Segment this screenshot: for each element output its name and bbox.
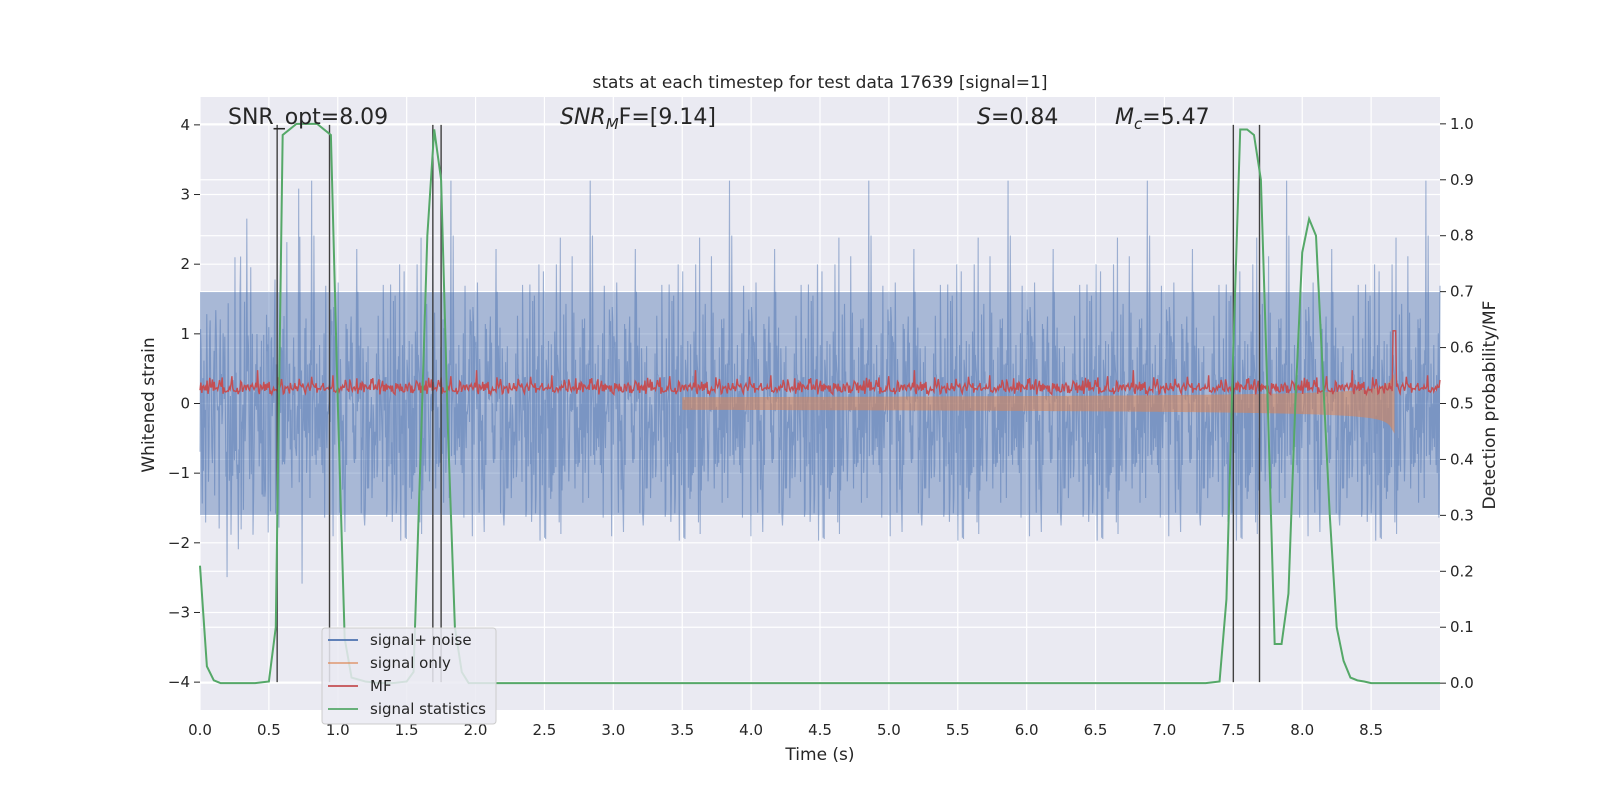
legend-label-signal-statistics: signal statistics [370, 700, 486, 718]
x-tick-label: 0.0 [188, 721, 212, 739]
y2-tick-label: 0.8 [1450, 227, 1474, 245]
x-tick-label: 3.5 [670, 721, 694, 739]
x-tick-label: 4.0 [739, 721, 763, 739]
legend-label-signal-noise: signal+ noise [370, 631, 472, 649]
annotation-s-symbol: S [977, 105, 991, 130]
x-tick-label: 5.0 [877, 721, 901, 739]
y-tick-label: 3 [180, 186, 190, 204]
x-tick-label: 6.5 [1084, 721, 1108, 739]
x-tick-label: 7.0 [1153, 721, 1177, 739]
legend: signal+ noise signal only MF signal stat… [321, 627, 497, 725]
y-tick-label: −4 [168, 673, 190, 691]
y-tick-label: 4 [180, 116, 190, 134]
x-tick-label: 2.5 [533, 721, 557, 739]
series-signal-statistics [199, 122, 1440, 685]
y-tick-label: −1 [168, 464, 190, 482]
x-tick-label: 4.5 [808, 721, 832, 739]
x-tick-label: 8.5 [1359, 721, 1383, 739]
annotation-snr-opt: SNR_opt=8.09 [228, 105, 388, 130]
y2-tick-label: 0.4 [1450, 450, 1474, 468]
x-axis-label: Time (s) [784, 745, 854, 765]
annotation-s: S=0.84 [977, 105, 1058, 130]
x-tick-label: 1.0 [326, 721, 350, 739]
y2-tick-label: 0.3 [1450, 506, 1474, 524]
y-axis-ticks: 4 3 2 1 0 −1 −2 −3 −4 [168, 116, 200, 691]
annotation-snr-mf-rest: F=[9.14] [619, 105, 716, 130]
y2-axis-ticks: 1.0 0.9 0.8 0.7 0.6 0.5 0.4 0.3 0.2 0.1 0.0 [1440, 115, 1474, 692]
chart-title: stats at each timestep for test data 176… [593, 73, 1048, 93]
x-tick-label: 6.0 [1015, 721, 1039, 739]
y2-tick-label: 1.0 [1450, 115, 1474, 133]
x-tick-label: 1.5 [395, 721, 419, 739]
x-tick-label: 5.5 [946, 721, 970, 739]
x-tick-label: 0.5 [257, 721, 281, 739]
annotation-snr-mf-base: SNR [560, 105, 606, 130]
annotation-mc-sub: c [1134, 115, 1143, 133]
y-tick-label: −3 [168, 603, 190, 621]
signal-only-envelope [682, 373, 1395, 434]
x-tick-label: 8.0 [1290, 721, 1314, 739]
x-axis-ticks: 0.0 0.5 1.0 1.5 2.0 2.5 3.0 3.5 4.0 4.5 5.0 5.5 6.0 6… [188, 721, 1383, 739]
y-tick-label: 1 [180, 325, 190, 343]
legend-label-mf: MF [370, 677, 392, 695]
y2-tick-label: 0.9 [1450, 171, 1474, 189]
signal-statistics-line [199, 122, 1440, 685]
y2-tick-label: 0.2 [1450, 562, 1474, 580]
x-tick-label: 3.0 [601, 721, 625, 739]
x-tick-label: 7.5 [1221, 721, 1245, 739]
y2-tick-label: 0.5 [1450, 395, 1474, 413]
y2-tick-label: 0.7 [1450, 283, 1474, 301]
y2-tick-label: 0.6 [1450, 339, 1474, 357]
y-tick-label: −2 [168, 534, 190, 552]
annotation-snr-mf-sub: M [606, 115, 619, 133]
x-tick-label: 2.0 [464, 721, 488, 739]
y-tick-label: 2 [180, 255, 190, 273]
annotation-snr-mf: SNRMF=[9.14] [560, 105, 716, 133]
y2-tick-label: 0.0 [1450, 674, 1474, 692]
y-axis-label: Whitened strain [139, 337, 159, 472]
annotation-mc-symbol: M [1115, 105, 1134, 130]
y2-tick-label: 0.1 [1450, 618, 1474, 636]
annotation-s-value: =0.84 [991, 105, 1058, 130]
y2-axis-label: Detection probability/MF [1480, 301, 1500, 510]
vertical-markers [276, 124, 1261, 683]
legend-label-signal-only: signal only [370, 654, 451, 672]
y-tick-label: 0 [180, 395, 190, 413]
annotation-mc: Mc=5.47 [1115, 105, 1210, 133]
legend-box [321, 627, 497, 725]
annotation-mc-value: =5.47 [1142, 105, 1209, 130]
series-signal-only [682, 373, 1395, 434]
